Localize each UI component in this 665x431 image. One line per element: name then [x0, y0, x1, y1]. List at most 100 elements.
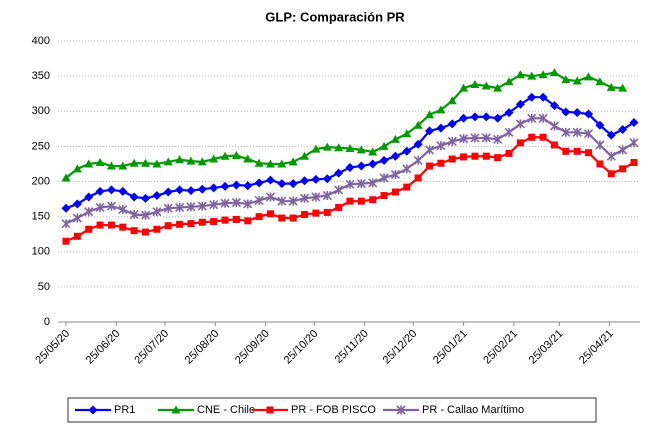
marker [425, 110, 435, 119]
marker [197, 184, 207, 194]
marker [62, 237, 70, 245]
marker [538, 70, 548, 79]
y-tick-label: 400 [32, 35, 50, 47]
marker [402, 164, 412, 174]
marker [322, 190, 332, 201]
marker [572, 76, 582, 85]
marker [595, 140, 605, 150]
marker [379, 173, 389, 183]
marker [106, 185, 116, 195]
marker [629, 138, 639, 148]
marker [175, 185, 185, 195]
marker [266, 210, 274, 218]
marker [95, 158, 105, 167]
y-tick-label: 0 [44, 316, 50, 328]
marker [368, 147, 378, 156]
marker [176, 220, 184, 228]
marker [618, 83, 628, 92]
marker [515, 99, 525, 109]
marker [515, 119, 525, 129]
marker [322, 142, 332, 151]
marker [550, 141, 558, 149]
marker [72, 164, 82, 173]
marker [118, 205, 128, 215]
marker [323, 208, 331, 216]
marker [220, 181, 230, 191]
marker [153, 225, 161, 233]
marker [583, 129, 594, 139]
marker [561, 75, 571, 84]
marker [619, 165, 627, 173]
marker [572, 108, 582, 118]
marker [231, 180, 241, 190]
marker [197, 201, 207, 211]
marker [265, 192, 276, 202]
marker [96, 221, 104, 229]
marker [584, 72, 594, 81]
marker [311, 144, 321, 153]
marker [345, 162, 355, 172]
marker [130, 227, 138, 235]
marker [402, 146, 412, 156]
marker [334, 168, 344, 178]
marker [379, 155, 389, 165]
marker [334, 185, 344, 195]
marker [243, 199, 253, 209]
marker [527, 92, 537, 102]
marker [186, 156, 196, 165]
marker [119, 223, 127, 231]
marker [95, 202, 105, 213]
marker [482, 152, 490, 160]
marker [561, 127, 571, 137]
marker [72, 213, 82, 223]
marker [516, 139, 524, 147]
marker [539, 133, 547, 141]
marker [254, 195, 264, 206]
marker [118, 161, 128, 170]
marker [244, 217, 252, 225]
marker [243, 154, 253, 163]
legend-item: PR1 [75, 404, 135, 416]
marker [265, 175, 275, 185]
marker [402, 129, 412, 138]
marker [460, 153, 468, 161]
marker [312, 209, 320, 217]
marker [61, 219, 71, 229]
marker [447, 136, 457, 147]
marker [447, 119, 457, 129]
marker [368, 159, 378, 169]
y-tick-label: 50 [38, 281, 50, 293]
legend-item: PR - FOB PISCO [252, 404, 376, 416]
marker [141, 158, 151, 167]
legend-item: PR - Callao Marítimo [383, 404, 524, 416]
marker [538, 113, 548, 123]
marker [163, 203, 173, 213]
marker [606, 130, 616, 140]
marker [231, 198, 241, 208]
marker [629, 117, 639, 127]
marker [606, 82, 616, 91]
marker [73, 232, 81, 240]
marker [424, 145, 435, 155]
marker [277, 196, 287, 206]
marker [436, 105, 446, 114]
marker [152, 159, 162, 168]
marker [606, 151, 616, 161]
marker [504, 108, 514, 118]
marker [356, 179, 366, 189]
marker [311, 192, 321, 202]
marker [186, 186, 196, 196]
marker [232, 215, 240, 223]
marker [437, 159, 445, 167]
marker [396, 405, 406, 415]
marker [528, 133, 536, 141]
marker [243, 181, 253, 191]
chart-title: GLP: Comparación PR [265, 9, 405, 24]
marker [549, 121, 560, 131]
marker [186, 202, 196, 212]
marker [300, 176, 310, 186]
marker [265, 159, 275, 168]
marker [413, 139, 423, 149]
marker [289, 214, 297, 222]
